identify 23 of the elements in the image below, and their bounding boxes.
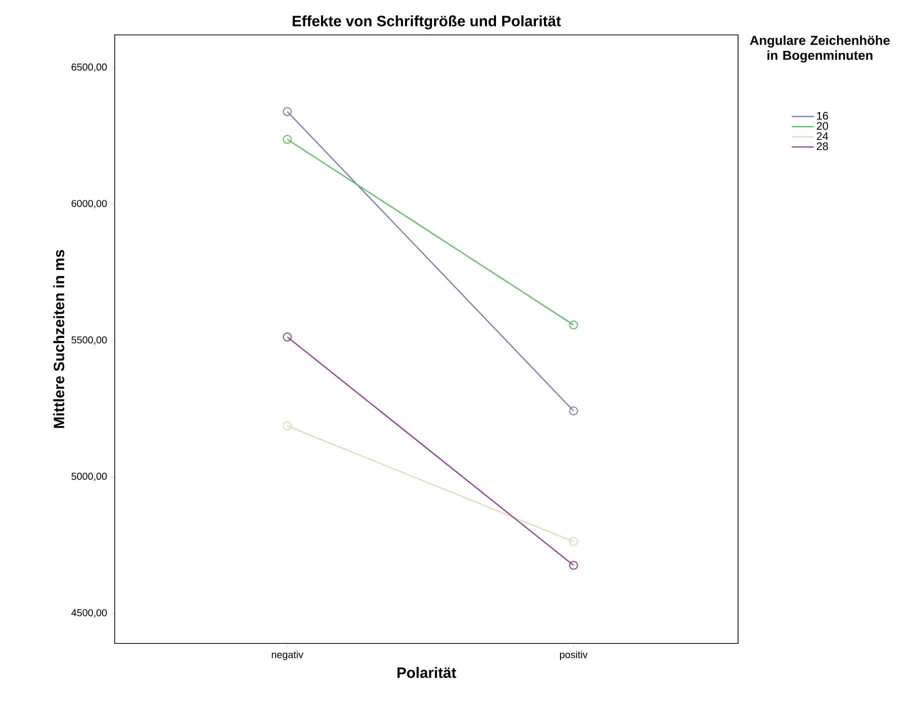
y-axis-title: Mittlere Suchzeiten in ms bbox=[53, 250, 64, 428]
x-axis-title: Polarität bbox=[397, 666, 456, 678]
point bbox=[282, 134, 292, 144]
point bbox=[569, 406, 578, 416]
y-tick-label: 5000,00 bbox=[72, 472, 107, 481]
point bbox=[282, 421, 292, 430]
point bbox=[282, 332, 292, 342]
point bbox=[569, 320, 578, 330]
point bbox=[282, 107, 292, 116]
legend-label: 24 bbox=[816, 132, 828, 140]
point bbox=[569, 560, 578, 570]
y-tick-label: 6500,00 bbox=[72, 63, 107, 72]
legend-title: Angulare Zeichenhöhe in Bogenminuten bbox=[750, 35, 890, 62]
x-tick-label: positiv bbox=[560, 650, 588, 660]
y-tick-label: 4500,00 bbox=[71, 609, 107, 618]
legend-label: 28 bbox=[816, 142, 828, 150]
legend-label: 16 bbox=[817, 112, 828, 120]
y-tick-label: 5500,00 bbox=[72, 336, 107, 345]
x-tick-label: negativ bbox=[272, 650, 304, 660]
chart-title: Effekte von Schriftgröße und Polarität bbox=[292, 15, 561, 30]
legend-label: 20 bbox=[816, 122, 828, 130]
point bbox=[569, 537, 578, 546]
y-tick-label: 6000,00 bbox=[72, 200, 107, 208]
